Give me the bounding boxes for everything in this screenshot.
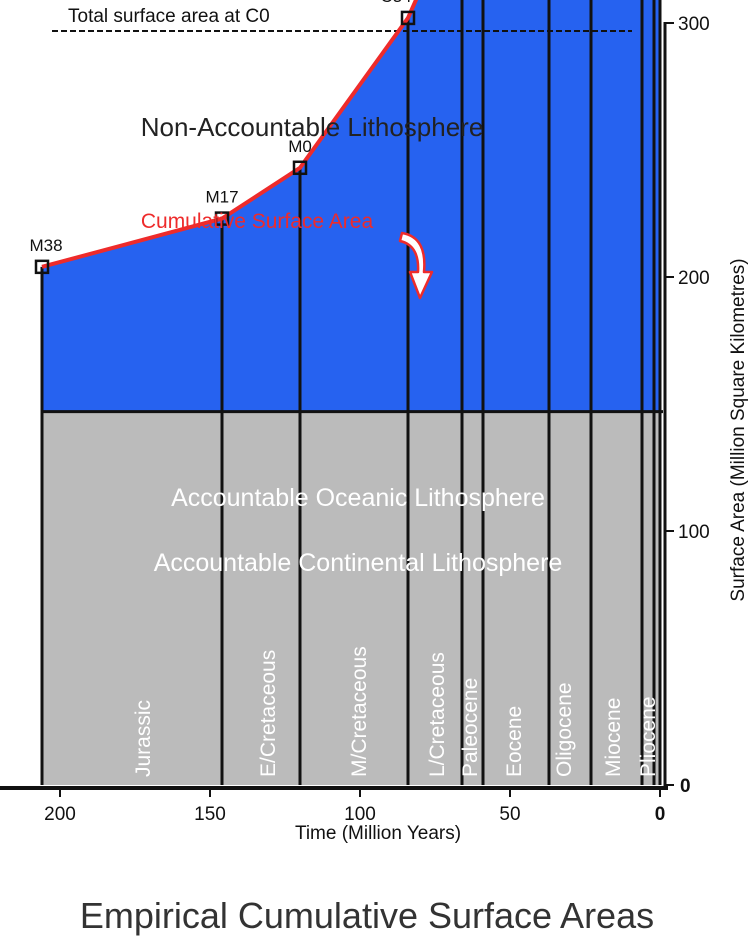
period-label-eocene: Eocene [503, 706, 526, 777]
period-label-triassic: Triassic [20, 705, 43, 777]
series-layer: M38M17M0C34C29C25C15C6BC3AC2C0 [29, 0, 632, 300]
oceanic-region [42, 0, 660, 412]
period-label-pliocene: Pliocene [637, 696, 660, 777]
region-label-non-accountable: Non-Accountable Lithosphere [141, 112, 484, 142]
y-tick-label-0: 0 [680, 776, 691, 797]
x-tick-label-50: 50 [499, 804, 520, 825]
annotation-arrow [398, 231, 434, 300]
x-tick-label-0: 0 [655, 804, 666, 825]
reference-line-label: Total surface area at C0 [68, 6, 270, 27]
x-tick-label-100: 100 [344, 804, 376, 825]
marker-m17 [214, 211, 230, 226]
region-label-oceanic: Accountable Oceanic Lithosphere [171, 484, 545, 512]
period-label-e-cretaceous: E/Cretaceous [257, 650, 280, 777]
area-regions [42, 0, 660, 785]
point-label-m17: M17 [205, 188, 238, 207]
continental-region [42, 411, 660, 785]
period-label-l-cretaceous: L/Cretaceous [426, 652, 449, 777]
y-tick-label-300: 300 [678, 14, 710, 35]
period-label-m-cretaceous: M/Cretaceous [348, 646, 371, 777]
series-name-label: Cumulative Surface Area [141, 210, 374, 233]
epoch-boundary-lines [40, 0, 663, 785]
marker-c34 [400, 10, 416, 26]
point-label-m38: M38 [29, 236, 62, 255]
axes-layer: 2001501005000100200300400500 [0, 14, 710, 825]
marker-m38 [34, 259, 50, 275]
x-axis-label: Time (Million Years) [295, 823, 461, 844]
period-label-paleocene: Paleocene [459, 678, 482, 777]
chart-title: Empirical Cumulative Surface Areas [80, 895, 654, 936]
period-labels: Triassic Jurassic E/Cretaceous M/Cretaceous… [20, 646, 660, 777]
period-label-jurassic: Jurassic [132, 700, 155, 777]
period-label-oligocene: Oligocene [553, 682, 576, 777]
x-tick-label-150: 150 [194, 804, 226, 825]
y-tick-label-200: 200 [678, 268, 710, 289]
point-label-c34: C34 [380, 0, 411, 6]
cumulative-surface-area-line [41, 0, 419, 269]
y-tick-label-100: 100 [678, 522, 710, 543]
period-label-miocene: Miocene [602, 698, 625, 777]
marker-m0 [292, 160, 308, 176]
point-label-m0: M0 [288, 137, 312, 156]
x-tick-label-200: 200 [44, 804, 76, 825]
y-axis-label: Surface Area (Million Square Kilometres) [728, 258, 749, 601]
region-label-continental: Accountable Continental Lithosphere [154, 549, 563, 577]
